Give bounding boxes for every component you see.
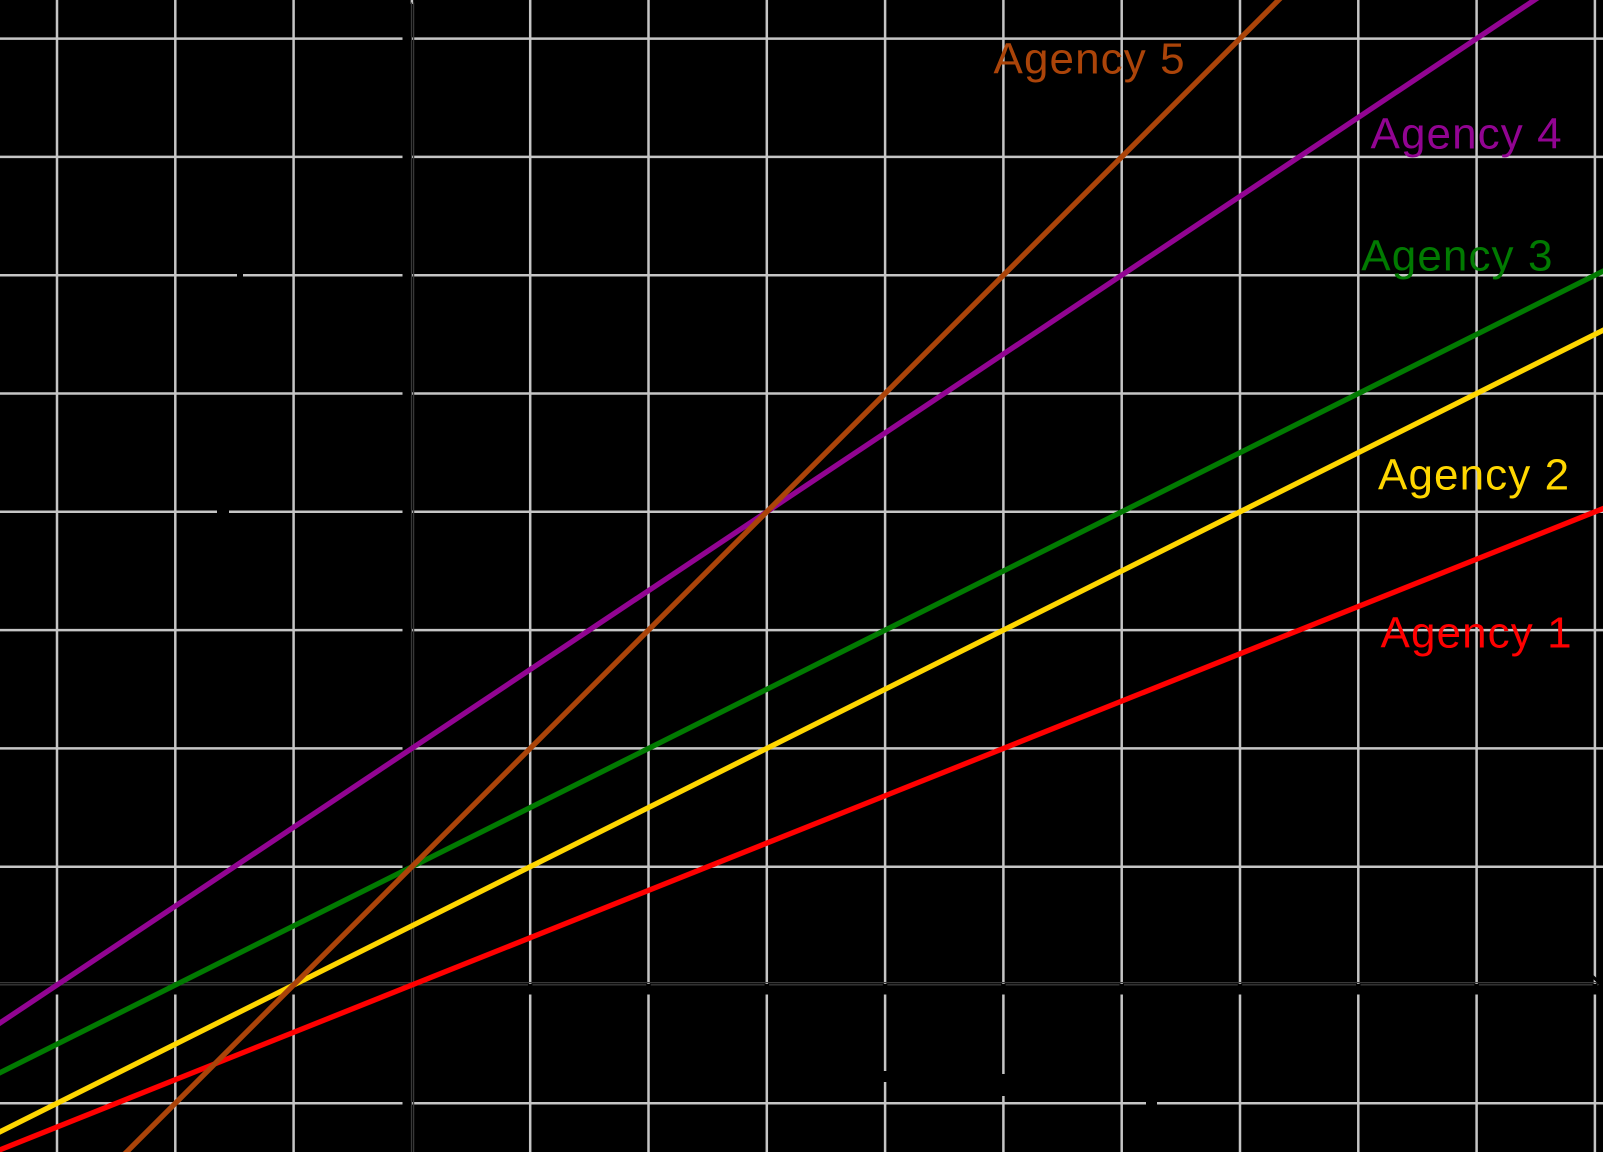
svg-text:Agency 1: Agency 1 [1381, 608, 1573, 657]
svg-text:Agency 5: Agency 5 [994, 34, 1186, 83]
svg-text:Agency 2: Agency 2 [1378, 450, 1570, 499]
svg-text:Agency 4: Agency 4 [1371, 110, 1563, 159]
svg-text:Agency 3: Agency 3 [1361, 231, 1553, 280]
